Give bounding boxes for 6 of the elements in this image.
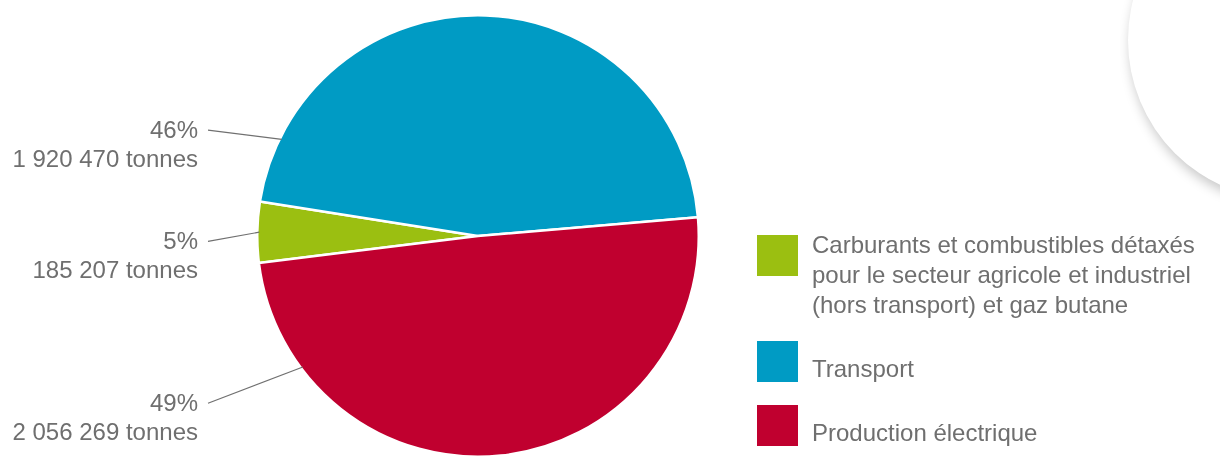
data-label: 5% 185 207 tonnes bbox=[32, 227, 198, 284]
legend-label: Carburants et combustibles détaxés pour le secteur agricole et industriel (hors transport) et gaz butane bbox=[812, 230, 1196, 320]
legend-label: Production électrique bbox=[812, 418, 1039, 448]
data-label: 49% 2 056 269 tonnes bbox=[12, 389, 198, 446]
legend-label: Transport bbox=[812, 354, 915, 384]
data-label: 46% 1 920 470 tonnes bbox=[12, 116, 198, 173]
